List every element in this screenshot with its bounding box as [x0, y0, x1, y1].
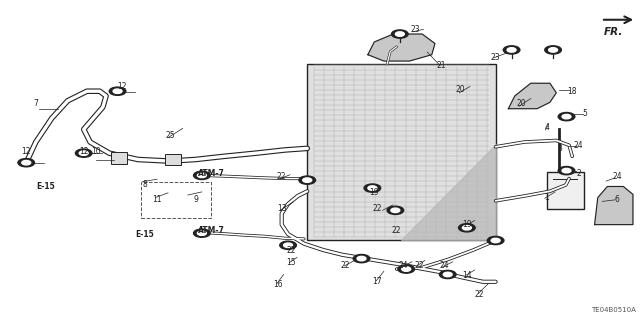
Text: 24: 24: [612, 173, 622, 182]
Bar: [111, 152, 127, 164]
Circle shape: [459, 224, 475, 232]
Text: 23: 23: [411, 25, 420, 34]
Circle shape: [18, 159, 35, 167]
Polygon shape: [595, 187, 633, 225]
Circle shape: [193, 171, 210, 180]
Circle shape: [197, 231, 206, 235]
Text: 16: 16: [274, 280, 284, 289]
Text: 17: 17: [372, 277, 382, 286]
Circle shape: [487, 236, 504, 245]
Polygon shape: [368, 34, 435, 61]
Polygon shape: [401, 144, 495, 241]
Circle shape: [507, 48, 516, 52]
Circle shape: [558, 167, 575, 175]
Text: 25: 25: [165, 131, 175, 140]
Circle shape: [109, 87, 126, 95]
Circle shape: [113, 89, 122, 93]
Text: 22: 22: [277, 173, 287, 182]
Text: 6: 6: [614, 195, 620, 204]
Circle shape: [491, 238, 500, 243]
Text: 22: 22: [414, 261, 424, 271]
Circle shape: [440, 270, 456, 278]
Text: 23: 23: [491, 53, 500, 62]
Text: 12: 12: [117, 82, 127, 91]
Text: TE04B0510A: TE04B0510A: [591, 307, 636, 313]
Circle shape: [558, 113, 575, 121]
Text: 13: 13: [277, 204, 287, 213]
Text: 19: 19: [369, 188, 379, 197]
Text: 22: 22: [372, 204, 382, 213]
Circle shape: [392, 30, 408, 38]
Circle shape: [463, 226, 471, 230]
Bar: [166, 154, 180, 165]
Circle shape: [503, 46, 520, 54]
Circle shape: [79, 151, 88, 155]
Text: 20: 20: [456, 85, 465, 94]
Circle shape: [444, 272, 452, 277]
Circle shape: [364, 184, 381, 192]
Text: 7: 7: [33, 100, 38, 108]
Text: 22: 22: [340, 261, 350, 271]
Text: 5: 5: [582, 109, 588, 118]
Circle shape: [562, 168, 571, 173]
Text: 12: 12: [22, 147, 31, 156]
Text: 24: 24: [574, 141, 584, 150]
Text: 18: 18: [568, 87, 577, 96]
Circle shape: [280, 241, 296, 249]
Circle shape: [197, 173, 206, 178]
Text: 24: 24: [440, 261, 449, 271]
Text: 4: 4: [544, 123, 549, 132]
Circle shape: [76, 149, 92, 157]
Circle shape: [299, 176, 316, 184]
Circle shape: [548, 48, 557, 52]
Circle shape: [545, 46, 561, 54]
Circle shape: [391, 208, 400, 212]
Text: 14: 14: [462, 271, 472, 280]
Text: 3: 3: [557, 144, 562, 153]
Circle shape: [353, 255, 370, 263]
Circle shape: [387, 206, 404, 214]
Text: FR.: FR.: [604, 27, 623, 37]
Text: 8: 8: [142, 181, 147, 189]
Circle shape: [284, 243, 292, 248]
Text: ATM-7: ATM-7: [198, 226, 225, 235]
Circle shape: [193, 229, 210, 237]
Circle shape: [402, 267, 411, 271]
Circle shape: [22, 160, 31, 165]
Text: 15: 15: [287, 258, 296, 267]
Bar: [547, 172, 584, 209]
Polygon shape: [508, 83, 556, 109]
Text: 20: 20: [516, 100, 526, 108]
Bar: [141, 182, 211, 218]
Text: 22: 22: [475, 290, 484, 299]
Circle shape: [562, 115, 571, 119]
Text: 19: 19: [462, 220, 472, 229]
Circle shape: [396, 32, 404, 36]
Circle shape: [357, 256, 366, 261]
Text: E-15: E-15: [36, 182, 55, 191]
Text: 2: 2: [576, 169, 581, 178]
Circle shape: [368, 186, 377, 190]
Text: ATM-7: ATM-7: [198, 169, 225, 178]
Text: 9: 9: [193, 195, 198, 204]
Circle shape: [398, 265, 415, 273]
Text: 10: 10: [92, 147, 101, 156]
Text: 22: 22: [392, 226, 401, 235]
Text: 24: 24: [398, 261, 408, 271]
Text: 21: 21: [436, 61, 446, 70]
Text: 11: 11: [152, 195, 162, 204]
Text: 22: 22: [287, 246, 296, 255]
Text: 12: 12: [79, 147, 88, 156]
Text: 1: 1: [545, 193, 549, 202]
Text: E-15: E-15: [135, 230, 154, 239]
Bar: [307, 64, 495, 241]
Circle shape: [303, 178, 312, 182]
